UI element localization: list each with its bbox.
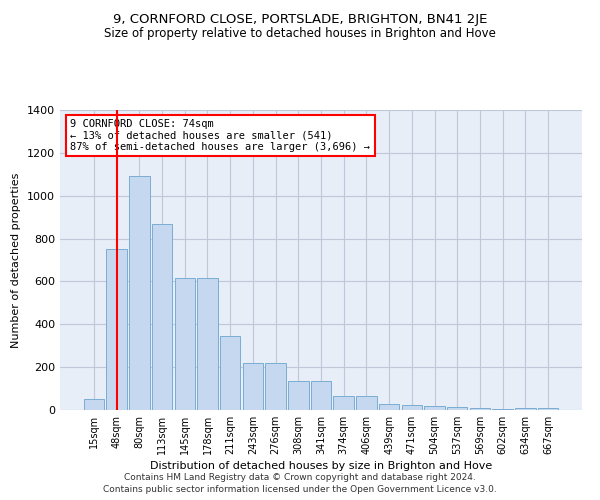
Bar — [334, 396, 354, 410]
Bar — [379, 404, 400, 410]
Bar — [106, 250, 127, 410]
Y-axis label: Number of detached properties: Number of detached properties — [11, 172, 22, 348]
Text: Size of property relative to detached houses in Brighton and Hove: Size of property relative to detached ho… — [104, 28, 496, 40]
Bar — [470, 408, 490, 410]
Bar — [220, 336, 241, 410]
Bar — [242, 363, 263, 410]
Text: 9, CORNFORD CLOSE, PORTSLADE, BRIGHTON, BN41 2JE: 9, CORNFORD CLOSE, PORTSLADE, BRIGHTON, … — [113, 12, 487, 26]
Bar — [515, 408, 536, 410]
Bar — [84, 400, 104, 410]
Bar — [538, 408, 558, 410]
X-axis label: Distribution of detached houses by size in Brighton and Hove: Distribution of detached houses by size … — [150, 461, 492, 471]
Text: Contains public sector information licensed under the Open Government Licence v3: Contains public sector information licen… — [103, 486, 497, 494]
Bar — [265, 363, 286, 410]
Text: Contains HM Land Registry data © Crown copyright and database right 2024.: Contains HM Land Registry data © Crown c… — [124, 473, 476, 482]
Bar — [401, 404, 422, 410]
Bar — [356, 396, 377, 410]
Bar — [288, 381, 308, 410]
Bar — [175, 278, 195, 410]
Bar — [447, 407, 467, 410]
Bar — [424, 406, 445, 410]
Bar — [152, 224, 172, 410]
Bar — [311, 381, 331, 410]
Bar — [129, 176, 149, 410]
Text: 9 CORNFORD CLOSE: 74sqm
← 13% of detached houses are smaller (541)
87% of semi-d: 9 CORNFORD CLOSE: 74sqm ← 13% of detache… — [70, 119, 370, 152]
Bar — [493, 409, 513, 410]
Bar — [197, 278, 218, 410]
